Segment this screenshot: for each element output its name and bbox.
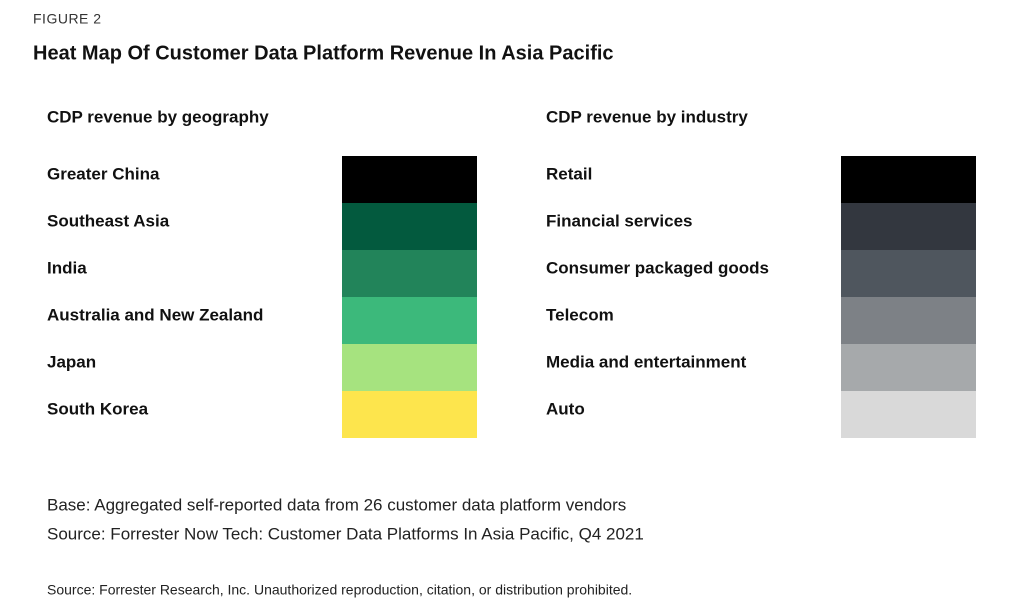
row-label: South Korea: [47, 399, 149, 418]
row-label: Media and entertainment: [546, 352, 747, 371]
panel-heading: CDP revenue by geography: [47, 107, 269, 126]
title: Heat Map Of Customer Data Platform Reven…: [33, 42, 614, 64]
heat-cell: [841, 203, 976, 250]
row-label: Telecom: [546, 305, 614, 324]
heat-cell: [342, 297, 477, 344]
note: Source: Forrester Now Tech: Customer Dat…: [47, 524, 644, 543]
row-label: India: [47, 258, 87, 277]
row-label: Auto: [546, 399, 585, 418]
heat-cell: [342, 391, 477, 438]
row-label: Australia and New Zealand: [47, 305, 263, 324]
heat-cell: [841, 297, 976, 344]
heat-cell: [342, 156, 477, 203]
footer: Source: Forrester Research, Inc. Unautho…: [47, 582, 632, 598]
heat-cell: [342, 203, 477, 250]
row-label: Japan: [47, 352, 96, 371]
row-label: Greater China: [47, 164, 160, 183]
heat-cell: [342, 250, 477, 297]
heat-cell: [841, 344, 976, 391]
panel-heading: CDP revenue by industry: [546, 107, 748, 126]
heat-cell: [841, 391, 976, 438]
heat-cell: [841, 156, 976, 203]
figure-label: FIGURE 2: [33, 11, 102, 27]
row-label: Consumer packaged goods: [546, 258, 769, 277]
row-label: Financial services: [546, 211, 692, 230]
row-label: Retail: [546, 164, 592, 183]
row-label: Southeast Asia: [47, 211, 170, 230]
note: Base: Aggregated self-reported data from…: [47, 495, 626, 514]
heat-cell: [841, 250, 976, 297]
heat-cell: [342, 344, 477, 391]
